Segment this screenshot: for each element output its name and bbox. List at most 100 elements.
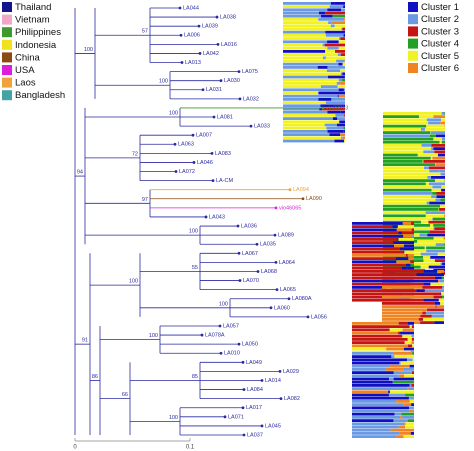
structure-segment (432, 192, 437, 195)
structure-segment (438, 279, 440, 283)
structure-segment (388, 390, 390, 394)
structure-segment (433, 115, 445, 118)
structure-segment (411, 228, 414, 232)
structure-segment (283, 75, 329, 79)
tip-label: LA075 (242, 69, 258, 75)
bootstrap-label: 100 (149, 333, 158, 339)
structure-segment (437, 270, 444, 273)
structure-segment (338, 94, 345, 98)
structure-segment (383, 192, 433, 195)
structure-segment (331, 2, 335, 5)
structure-segment (352, 334, 403, 338)
structure-segment (435, 179, 445, 182)
tip-marker (237, 251, 241, 255)
structure-segment (398, 374, 405, 378)
structure-segment (407, 266, 414, 270)
tip-label: vio46065 (279, 205, 301, 211)
legend-swatch (2, 90, 12, 101)
tip-marker (301, 197, 305, 201)
structure-segment (352, 289, 411, 292)
structure-segment (352, 266, 402, 270)
structure-segment (441, 276, 444, 280)
structure-segment (408, 419, 414, 422)
structure-segment (425, 182, 429, 186)
legend-swatch (2, 27, 12, 38)
bootstrap-label: 97 (142, 197, 148, 203)
legend-swatch (2, 77, 12, 88)
tip-marker (179, 33, 183, 37)
tip-label: LA084 (247, 387, 263, 393)
structure-segment (441, 292, 444, 296)
structure-segment (283, 40, 328, 44)
structure-segment (352, 406, 410, 410)
bootstrap-label: 100 (84, 47, 93, 53)
structure-segment (383, 118, 427, 122)
structure-segment (283, 91, 319, 95)
structure-segment (394, 244, 404, 248)
legend-label: Cluster 5 (421, 51, 459, 62)
structure-segment (430, 224, 434, 227)
structure-segment (433, 137, 442, 141)
tip-label: LA089 (278, 233, 294, 239)
structure-segment (418, 318, 424, 321)
structure-segment (422, 311, 426, 315)
structure-segment (390, 364, 410, 368)
legend-label: Cluster 6 (421, 63, 459, 74)
structure-segment (440, 262, 443, 266)
structure-segment (283, 85, 321, 88)
structure-segment (325, 34, 344, 37)
structure-segment (322, 43, 325, 47)
tip-label: LA044 (183, 5, 199, 11)
structure-segment (329, 5, 344, 8)
structure-segment (405, 254, 408, 257)
structure-segment (428, 121, 441, 125)
tip-label: LA057 (223, 323, 239, 329)
structure-segment (382, 298, 424, 302)
structure-segment (383, 144, 422, 147)
tip-marker (260, 424, 264, 428)
structure-segment (397, 225, 414, 228)
structure-segment (283, 98, 319, 101)
structure-segment (405, 422, 414, 426)
structure-segment (442, 286, 444, 289)
structure-segment (430, 211, 445, 214)
structure-segment (423, 282, 431, 286)
tip-marker (306, 315, 310, 319)
structure-segment (283, 21, 329, 24)
structure-segment (420, 252, 438, 256)
structure-segment (401, 231, 414, 235)
structure-segment (431, 314, 444, 318)
structure-segment (383, 176, 428, 179)
structure-segment (283, 53, 338, 56)
structure-segment (435, 305, 437, 308)
structure-segment (352, 295, 398, 299)
structure-segment (342, 27, 345, 31)
structure-segment (400, 331, 414, 335)
structure-segment (383, 195, 432, 198)
legend-label: China (15, 52, 41, 63)
structure-segment (336, 59, 345, 63)
structure-segment (441, 118, 445, 122)
structure-segment (409, 409, 413, 413)
structure-segment (339, 37, 341, 40)
structure-segment (407, 322, 414, 325)
structure-segment (397, 238, 399, 241)
bootstrap-label: 100 (169, 110, 178, 116)
structure-segment (410, 247, 414, 251)
structure-segment (336, 82, 339, 85)
structure-segment (283, 56, 323, 60)
structure-segment (352, 238, 398, 241)
tip-marker (198, 52, 202, 55)
structure-segment (382, 279, 439, 283)
structure-segment (320, 104, 345, 108)
structure-segment (283, 8, 328, 12)
structure-segment (383, 124, 427, 128)
structure-segment (428, 220, 445, 224)
structure-segment (404, 341, 412, 344)
tip-marker (174, 170, 178, 173)
structure-segment (412, 409, 414, 413)
structure-segment (383, 134, 430, 138)
structure-segment (383, 217, 433, 221)
structure-segment (435, 163, 445, 166)
structure-segment (320, 85, 338, 88)
